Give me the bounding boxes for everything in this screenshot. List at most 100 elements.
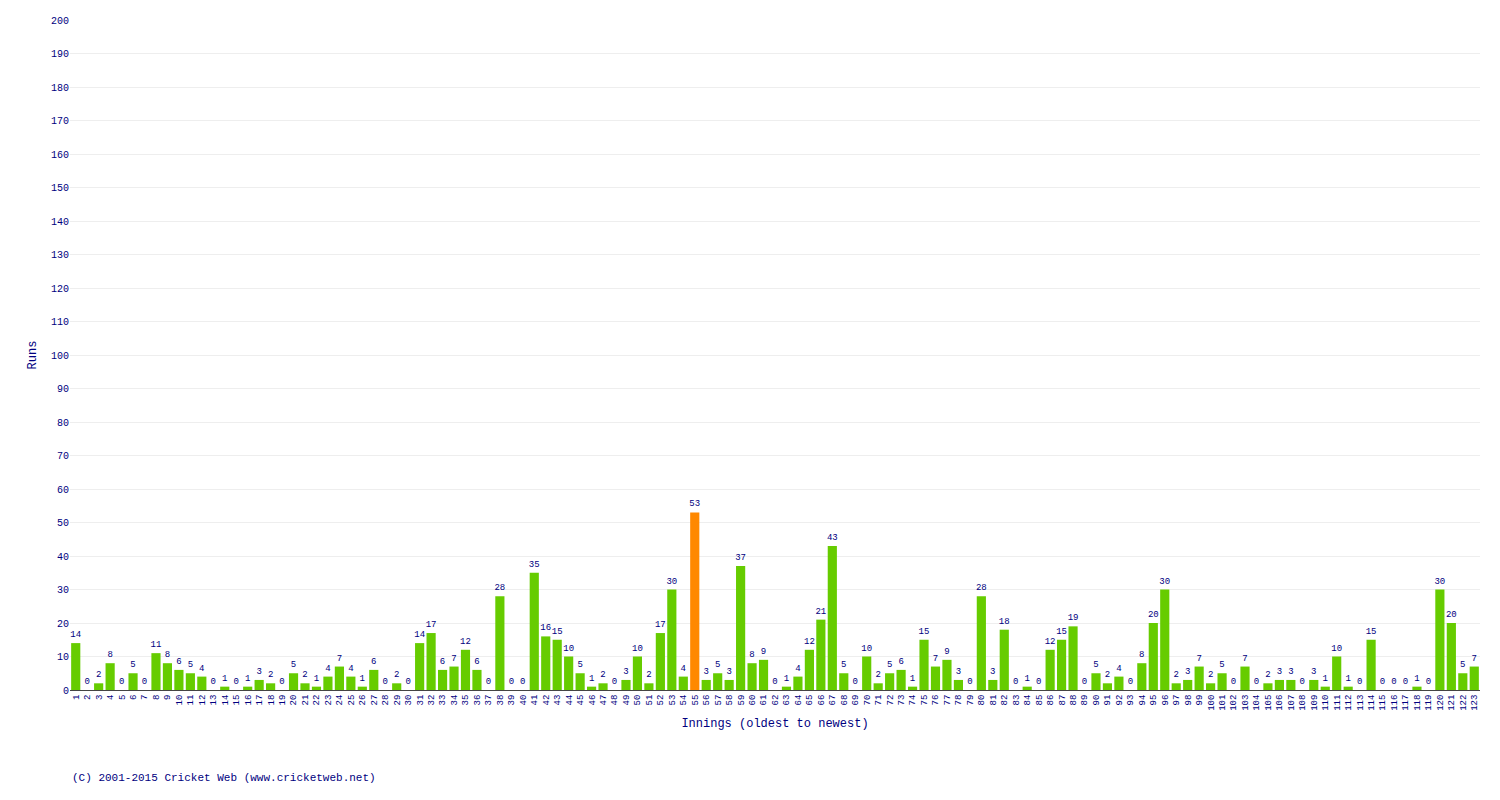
svg-text:85: 85 — [1035, 695, 1045, 706]
svg-text:102: 102 — [1229, 695, 1239, 711]
svg-text:41: 41 — [530, 695, 540, 706]
svg-text:72: 72 — [886, 695, 896, 706]
svg-text:29: 29 — [393, 695, 403, 706]
svg-text:31: 31 — [416, 695, 426, 706]
svg-text:68: 68 — [840, 695, 850, 706]
svg-text:37: 37 — [735, 553, 746, 563]
svg-text:47: 47 — [599, 695, 609, 706]
svg-text:15: 15 — [552, 627, 563, 637]
svg-text:150: 150 — [51, 183, 69, 194]
svg-text:1: 1 — [245, 674, 250, 684]
svg-text:39: 39 — [507, 695, 517, 706]
svg-text:108: 108 — [1298, 695, 1308, 711]
svg-text:2: 2 — [1265, 670, 1270, 680]
svg-text:48: 48 — [610, 695, 620, 706]
svg-text:98: 98 — [1184, 695, 1194, 706]
svg-text:14: 14 — [221, 695, 231, 706]
svg-text:4: 4 — [199, 664, 204, 674]
svg-text:1: 1 — [1414, 674, 1419, 684]
svg-text:44: 44 — [565, 695, 575, 706]
svg-text:4: 4 — [348, 664, 353, 674]
svg-text:106: 106 — [1275, 695, 1285, 711]
svg-text:62: 62 — [771, 695, 781, 706]
svg-text:63: 63 — [782, 695, 792, 706]
svg-text:60: 60 — [748, 695, 758, 706]
svg-text:0: 0 — [383, 677, 388, 687]
svg-text:50: 50 — [57, 518, 69, 529]
svg-text:43: 43 — [827, 533, 838, 543]
svg-text:53: 53 — [668, 695, 678, 706]
svg-text:34: 34 — [450, 695, 460, 706]
svg-text:119: 119 — [1424, 695, 1434, 711]
svg-text:6: 6 — [440, 657, 445, 667]
svg-text:100: 100 — [1207, 695, 1217, 711]
svg-text:55: 55 — [691, 695, 701, 706]
svg-text:2: 2 — [96, 670, 101, 680]
svg-text:0: 0 — [1403, 677, 1408, 687]
svg-text:42: 42 — [542, 695, 552, 706]
svg-text:109: 109 — [1310, 695, 1320, 711]
svg-text:80: 80 — [57, 418, 69, 429]
svg-text:37: 37 — [484, 695, 494, 706]
svg-text:118: 118 — [1413, 695, 1423, 711]
svg-text:45: 45 — [576, 695, 586, 706]
svg-text:180: 180 — [51, 83, 69, 94]
svg-text:84: 84 — [1023, 695, 1033, 706]
svg-text:0: 0 — [1380, 677, 1385, 687]
svg-text:2: 2 — [600, 670, 605, 680]
svg-text:0: 0 — [486, 677, 491, 687]
svg-text:66: 66 — [817, 695, 827, 706]
svg-text:2: 2 — [1174, 670, 1179, 680]
svg-text:4: 4 — [325, 664, 330, 674]
svg-text:24: 24 — [335, 695, 345, 706]
svg-text:115: 115 — [1378, 695, 1388, 711]
svg-text:7: 7 — [933, 654, 938, 664]
svg-text:58: 58 — [725, 695, 735, 706]
svg-text:5: 5 — [715, 660, 720, 670]
svg-text:8: 8 — [1139, 650, 1144, 660]
svg-text:71: 71 — [874, 695, 884, 706]
svg-text:0: 0 — [1128, 677, 1133, 687]
svg-text:0: 0 — [1231, 677, 1236, 687]
svg-text:0: 0 — [405, 677, 410, 687]
svg-text:65: 65 — [805, 695, 815, 706]
svg-text:1: 1 — [784, 674, 789, 684]
svg-text:2: 2 — [83, 695, 93, 700]
svg-text:7: 7 — [1472, 654, 1477, 664]
svg-text:3: 3 — [256, 667, 261, 677]
svg-text:88: 88 — [1069, 695, 1079, 706]
svg-text:3: 3 — [704, 667, 709, 677]
svg-text:3: 3 — [623, 667, 628, 677]
svg-text:83: 83 — [1012, 695, 1022, 706]
svg-text:99: 99 — [1195, 695, 1205, 706]
svg-text:17: 17 — [255, 695, 265, 706]
svg-text:43: 43 — [553, 695, 563, 706]
svg-text:75: 75 — [920, 695, 930, 706]
svg-text:130: 130 — [51, 250, 69, 261]
svg-text:0: 0 — [1300, 677, 1305, 687]
svg-text:91: 91 — [1103, 695, 1113, 706]
svg-text:20: 20 — [57, 619, 69, 630]
svg-text:79: 79 — [966, 695, 976, 706]
svg-text:12: 12 — [198, 695, 208, 706]
svg-text:6: 6 — [371, 657, 376, 667]
svg-text:5: 5 — [1219, 660, 1224, 670]
svg-text:114: 114 — [1367, 695, 1377, 711]
svg-text:14: 14 — [70, 630, 81, 640]
svg-text:12: 12 — [804, 637, 815, 647]
svg-text:5: 5 — [1093, 660, 1098, 670]
svg-text:28: 28 — [494, 583, 505, 593]
svg-text:0: 0 — [509, 677, 514, 687]
svg-text:5: 5 — [841, 660, 846, 670]
svg-text:10: 10 — [632, 644, 643, 654]
svg-text:2: 2 — [268, 670, 273, 680]
svg-text:30: 30 — [404, 695, 414, 706]
svg-text:15: 15 — [232, 695, 242, 706]
svg-text:20: 20 — [1446, 610, 1457, 620]
svg-text:190: 190 — [51, 49, 69, 60]
svg-text:15: 15 — [1366, 627, 1377, 637]
svg-text:90: 90 — [1092, 695, 1102, 706]
svg-text:5: 5 — [291, 660, 296, 670]
svg-text:7: 7 — [451, 654, 456, 664]
svg-text:0: 0 — [1254, 677, 1259, 687]
